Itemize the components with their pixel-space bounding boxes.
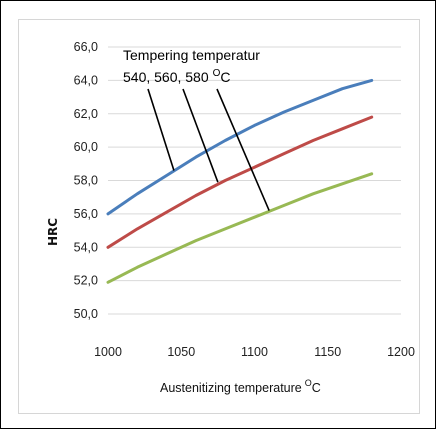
annotation-pointer — [182, 88, 219, 183]
y-tick-label: 60,0 — [74, 140, 98, 154]
series-lines — [106, 78, 374, 284]
y-tick-label: 52,0 — [74, 274, 98, 288]
y-axis-label: HRC — [46, 218, 60, 246]
y-tick-label: 66,0 — [74, 40, 98, 54]
y-tick-label: 50,0 — [74, 307, 98, 321]
chart-area — [18, 19, 420, 414]
annotation-unit: C — [220, 69, 230, 85]
y-tick-label: 58,0 — [74, 174, 98, 188]
x-tick-label: 1200 — [387, 345, 415, 359]
x-axis-unit: C — [312, 381, 321, 395]
annotation-pointer — [147, 88, 175, 171]
y-tick-label: 62,0 — [74, 107, 98, 121]
x-tick-label: 1100 — [241, 345, 268, 359]
y-tick-labels: 50,0 52,0 54,0 56,0 58,0 60,0 62,0 64,0 66,0 — [74, 40, 98, 321]
gridlines — [108, 46, 401, 315]
annotation-line2: 540, 560, 580 OC — [123, 68, 231, 85]
annotation-values: 540, 560, 580 — [123, 69, 209, 85]
series-line-1 — [106, 78, 374, 216]
x-tick-label: 1050 — [167, 345, 195, 359]
annotation-pointer — [216, 88, 270, 211]
x-tick-labels: 1000 1050 1100 1150 1200 — [94, 345, 415, 359]
y-tick-label: 56,0 — [74, 207, 98, 221]
annotation-degree: O — [213, 68, 221, 79]
x-axis-degree: O — [305, 378, 312, 388]
x-tick-label: 1000 — [94, 345, 122, 359]
y-tick-label: 64,0 — [74, 73, 98, 87]
series-line-2 — [106, 115, 374, 249]
annotation-pointers — [147, 88, 270, 211]
x-tick-label: 1150 — [314, 345, 341, 359]
annotation-line1: Tempering temperatur — [123, 47, 260, 63]
x-axis-label: Austenitizing temperature OC — [160, 378, 321, 395]
series-line-3 — [106, 172, 374, 284]
x-axis-label-text: Austenitizing temperature — [160, 381, 302, 395]
y-tick-label: 54,0 — [74, 240, 98, 254]
